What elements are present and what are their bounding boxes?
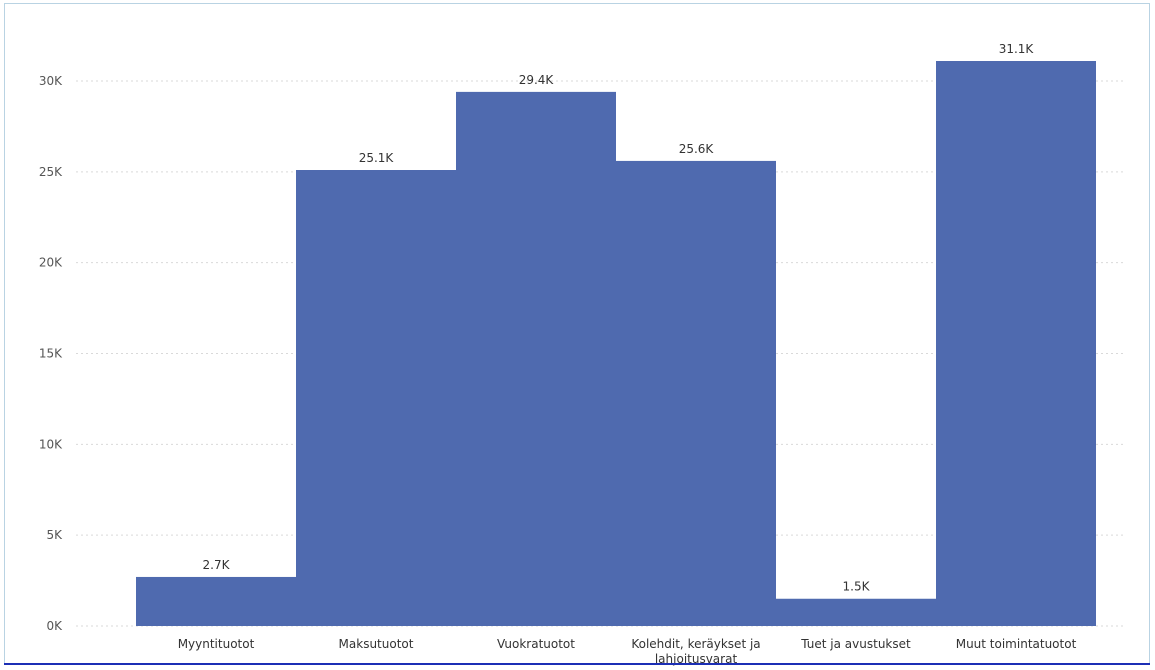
y-tick-label: 0K (46, 619, 63, 633)
x-category-label: Tuet ja avustukset (800, 637, 911, 651)
y-tick-label: 30K (39, 74, 63, 88)
bar[interactable] (456, 91, 616, 626)
x-category-label-line: lahjoitusvarat (655, 652, 738, 666)
bottom-border (4, 663, 1150, 665)
data-labels: 2.7K 25.1K 29.4K 25.6K 1.5K 31.1K (203, 42, 1035, 594)
y-tick-label: 15K (39, 346, 63, 360)
x-axis-categories: Myyntituotot Maksutuotot Vuokratuotot Koleh… (178, 637, 1077, 666)
bar[interactable] (776, 598, 936, 626)
x-category-label-line: Maksutuotot (339, 637, 414, 651)
bar-value-label: 29.4K (519, 73, 555, 87)
y-tick-label: 20K (39, 256, 63, 270)
y-axis-ticks: 0K 5K 10K 15K 20K 25K 30K (39, 74, 63, 633)
x-category-label: Myyntituotot (178, 637, 255, 651)
x-category-label-line: Vuokratuotot (497, 637, 575, 651)
x-category-label-line: Kolehdit, keräykset ja (631, 637, 760, 651)
bar[interactable] (936, 61, 1096, 626)
y-tick-label: 5K (46, 528, 63, 542)
bar-value-label: 25.1K (359, 151, 395, 165)
x-category-label: Kolehdit, keräykset ja lahjoitusvarat (631, 637, 760, 666)
x-category-label-line: Myyntituotot (178, 637, 255, 651)
bar[interactable] (296, 170, 456, 626)
bar-value-label: 31.1K (999, 42, 1035, 56)
bars (136, 61, 1096, 626)
x-category-label: Vuokratuotot (497, 637, 575, 651)
bar-value-label: 2.7K (203, 558, 231, 572)
bar[interactable] (616, 160, 776, 626)
x-category-label-line: Muut toimintatuotot (956, 637, 1077, 651)
y-tick-label: 25K (39, 165, 63, 179)
x-category-label-line: Tuet ja avustukset (800, 637, 911, 651)
bar-value-label: 25.6K (679, 142, 715, 156)
x-category-label: Maksutuotot (339, 637, 414, 651)
x-category-label: Muut toimintatuotot (956, 637, 1077, 651)
bar[interactable] (136, 576, 296, 626)
y-tick-label: 10K (39, 437, 63, 451)
bar-value-label: 1.5K (843, 580, 871, 594)
